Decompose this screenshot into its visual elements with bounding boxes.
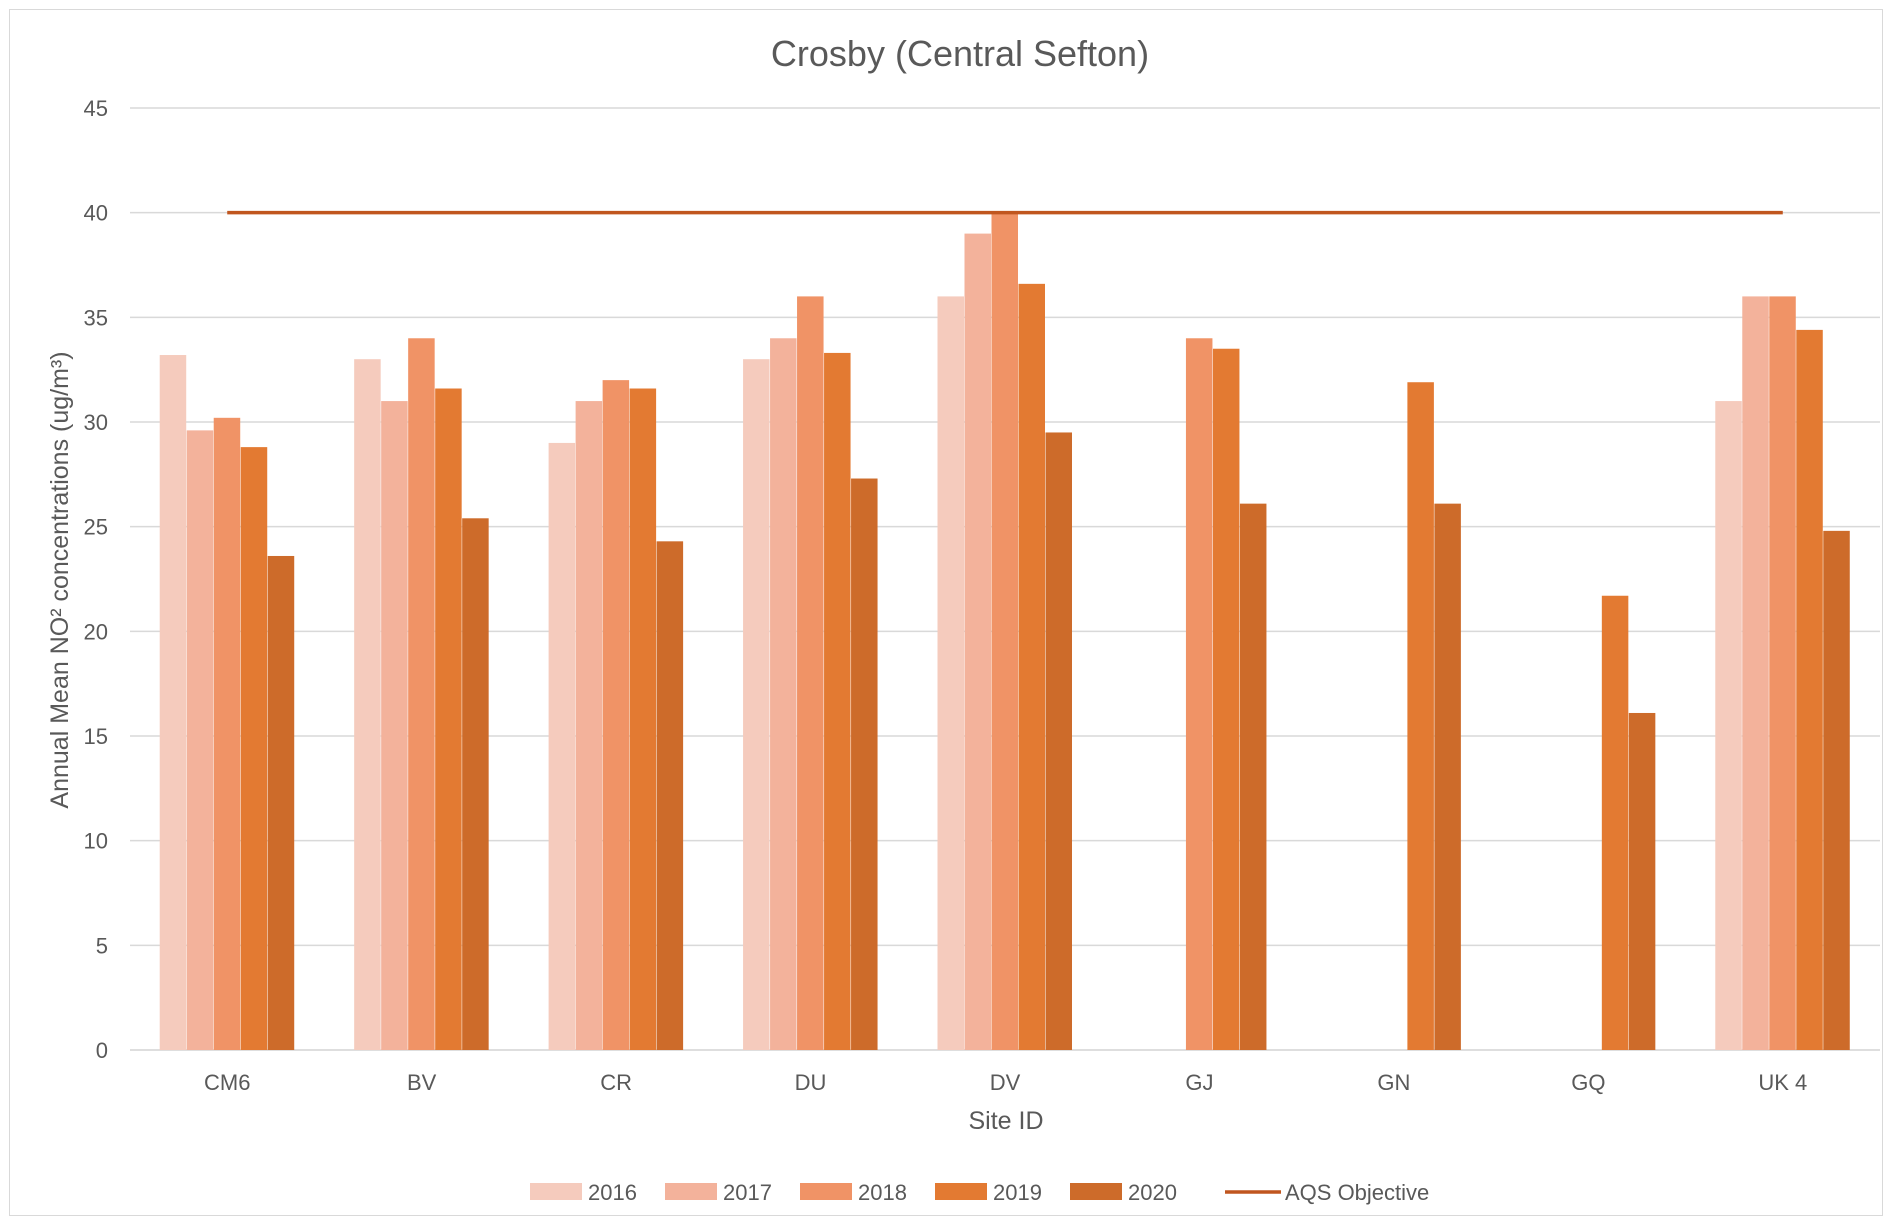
y-tick-label: 35 [84, 305, 108, 330]
bar-du-2017 [770, 338, 797, 1050]
y-tick-label: 0 [96, 1038, 108, 1063]
bar-gj-2018 [1185, 338, 1213, 1050]
bar-gn-2020 [1434, 503, 1461, 1050]
x-tick-label: GQ [1571, 1070, 1605, 1095]
bar-cr-2016 [548, 442, 576, 1050]
chart-title: Crosby (Central Sefton) [771, 33, 1149, 74]
y-tick-label: 10 [84, 829, 108, 854]
bar-gn-2019 [1407, 382, 1434, 1050]
bar-du-2018 [797, 296, 824, 1050]
legend-swatch-2016 [530, 1183, 582, 1200]
bar-cr-2017 [575, 401, 603, 1051]
legend-swatch-2020 [1070, 1183, 1122, 1200]
bars [159, 212, 1850, 1051]
y-tick-label: 15 [84, 724, 108, 749]
bar-cr-2020 [656, 541, 684, 1050]
bar-du-2019 [824, 352, 851, 1050]
bar-uk-4-2017 [1742, 296, 1769, 1050]
y-axis-label: Annual Mean NO² concentrations (ug/m³) [46, 351, 74, 808]
x-tick-label: UK 4 [1758, 1070, 1807, 1095]
x-tick-label: CM6 [204, 1070, 250, 1095]
bar-bv-2018 [408, 338, 435, 1050]
bar-du-2020 [851, 478, 878, 1050]
bar-gj-2019 [1212, 348, 1240, 1050]
bar-bv-2016 [354, 359, 381, 1050]
bar-bv-2017 [381, 401, 408, 1051]
bar-uk-4-2016 [1715, 401, 1742, 1051]
bar-gq-2019 [1601, 595, 1629, 1050]
bar-gj-2020 [1239, 503, 1267, 1050]
bar-cm6-2016 [159, 355, 187, 1051]
bar-dv-2017 [964, 233, 991, 1051]
legend-swatch-2018 [800, 1183, 852, 1200]
y-axis-ticks: 0 5 10 15 20 25 30 35 40 45 [84, 96, 108, 1063]
bar-cm6-2019 [240, 447, 268, 1050]
x-tick-label: CR [600, 1070, 632, 1095]
x-tick-label: DV [990, 1070, 1021, 1095]
bar-cr-2018 [602, 380, 630, 1051]
x-axis-label: Site ID [968, 1107, 1043, 1135]
bar-cm6-2018 [213, 417, 241, 1050]
x-tick-label: GJ [1185, 1070, 1213, 1095]
x-tick-label: DU [795, 1070, 827, 1095]
bar-uk-4-2019 [1796, 329, 1823, 1051]
x-tick-label: BV [407, 1070, 437, 1095]
bar-du-2016 [743, 359, 770, 1050]
bar-dv-2019 [1018, 283, 1045, 1051]
legend: 2016 2017 2018 2019 2020 AQS Objective [530, 1180, 1429, 1205]
bar-cr-2019 [629, 388, 657, 1050]
y-tick-label: 20 [84, 619, 108, 644]
bar-cm6-2020 [267, 555, 295, 1050]
bar-bv-2019 [435, 388, 462, 1050]
y-tick-label: 45 [84, 96, 108, 121]
bar-dv-2018 [991, 212, 1018, 1050]
bar-dv-2016 [937, 296, 964, 1050]
bar-uk-4-2018 [1769, 296, 1796, 1050]
legend-label: AQS Objective [1285, 1180, 1429, 1205]
x-axis-ticks: CM6 BV CR DU DV GJ GN GQ UK 4 [204, 1070, 1807, 1095]
legend-swatch-2017 [665, 1183, 717, 1200]
bar-gq-2020 [1628, 712, 1656, 1050]
legend-label: 2018 [858, 1180, 907, 1205]
bar-uk-4-2020 [1823, 530, 1850, 1050]
bar-dv-2020 [1045, 432, 1072, 1050]
y-tick-label: 25 [84, 515, 108, 540]
legend-label: 2020 [1128, 1180, 1177, 1205]
legend-swatch-2019 [935, 1183, 987, 1200]
legend-label: 2016 [588, 1180, 637, 1205]
y-tick-label: 5 [96, 933, 108, 958]
bar-bv-2020 [462, 518, 489, 1050]
x-tick-label: GN [1377, 1070, 1410, 1095]
legend-label: 2019 [993, 1180, 1042, 1205]
y-tick-label: 40 [84, 201, 108, 226]
legend-label: 2017 [723, 1180, 772, 1205]
y-tick-label: 30 [84, 410, 108, 435]
bar-cm6-2017 [186, 430, 214, 1051]
